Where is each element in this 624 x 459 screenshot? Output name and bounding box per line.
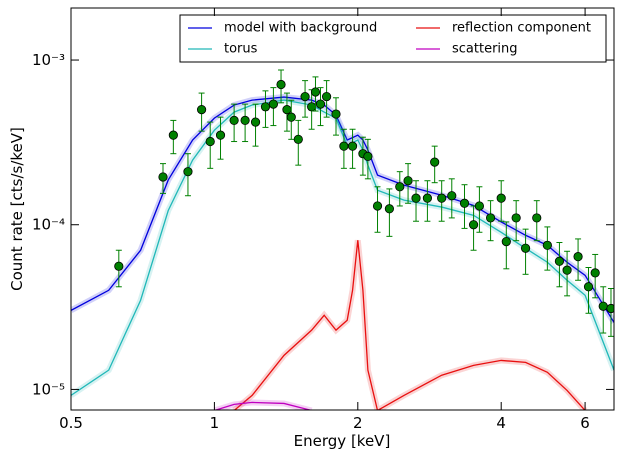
data-point xyxy=(240,115,250,126)
data-point xyxy=(339,141,349,151)
data-point xyxy=(422,193,433,203)
data-point xyxy=(554,256,565,266)
data-point xyxy=(310,87,321,97)
data-point xyxy=(114,261,124,271)
data-point xyxy=(372,201,383,211)
data-point xyxy=(331,109,341,119)
legend: model with background reflection componen… xyxy=(179,14,607,63)
band xyxy=(232,239,588,410)
y-tick-label: 10⁻⁴ xyxy=(32,216,65,234)
data-point xyxy=(501,236,511,247)
series-line xyxy=(214,401,312,410)
legend-label: model with background xyxy=(224,21,377,36)
x-tick-label: 0.5 xyxy=(59,414,83,432)
data-point xyxy=(286,112,296,122)
y-axis-label: Count rate [cts/s/keV] xyxy=(8,127,26,291)
data-point xyxy=(606,303,614,314)
y-tick-label: 10⁻⁵ xyxy=(32,380,65,398)
data-point xyxy=(542,240,552,250)
x-tick-label: 1 xyxy=(210,414,220,432)
x-tick-label: 2 xyxy=(353,414,363,432)
data-point xyxy=(250,117,261,127)
data-point xyxy=(168,130,178,140)
data-point xyxy=(196,105,207,115)
data-point xyxy=(384,204,394,214)
data-point xyxy=(474,201,485,211)
data-point xyxy=(395,182,405,192)
data-point xyxy=(411,193,421,203)
plot-area xyxy=(71,69,614,410)
data-point xyxy=(583,282,594,292)
data-point xyxy=(573,252,583,262)
data-point xyxy=(307,102,317,112)
data-point xyxy=(532,213,542,223)
data-point xyxy=(459,198,470,208)
legend-label: torus xyxy=(224,42,258,57)
data-point xyxy=(447,191,457,201)
x-tick-label: 6 xyxy=(580,414,590,432)
data-point xyxy=(205,136,215,147)
x-axis-label: Energy [keV] xyxy=(294,432,391,450)
data-point xyxy=(468,220,479,230)
legend-box xyxy=(179,14,607,63)
legend-label: scattering xyxy=(452,42,518,57)
data-point xyxy=(268,99,278,109)
y-tick-label: 10⁻³ xyxy=(32,51,65,69)
data-point xyxy=(562,265,572,275)
data-point xyxy=(485,213,496,223)
data-point xyxy=(590,268,600,278)
data-point xyxy=(260,102,271,112)
data-point xyxy=(293,134,303,144)
data-point xyxy=(282,105,292,115)
data-point xyxy=(321,91,332,102)
data-point xyxy=(347,141,358,151)
data-point xyxy=(520,243,531,253)
data-point xyxy=(496,193,506,203)
data-point xyxy=(437,193,447,203)
data-point xyxy=(229,115,239,126)
data-point xyxy=(598,301,608,311)
data-point xyxy=(300,91,310,102)
data-point xyxy=(363,151,373,161)
series-line xyxy=(233,240,586,410)
data-point xyxy=(511,213,521,223)
x-tick-label: 4 xyxy=(496,414,506,432)
data-point xyxy=(215,130,226,140)
data-point xyxy=(430,157,440,167)
axes-frame xyxy=(70,7,615,411)
data-point xyxy=(315,99,326,109)
data-point xyxy=(158,172,168,182)
data-point xyxy=(403,176,413,186)
data-point xyxy=(183,167,193,177)
legend-label: reflection component xyxy=(452,21,591,36)
data-point xyxy=(276,79,286,90)
